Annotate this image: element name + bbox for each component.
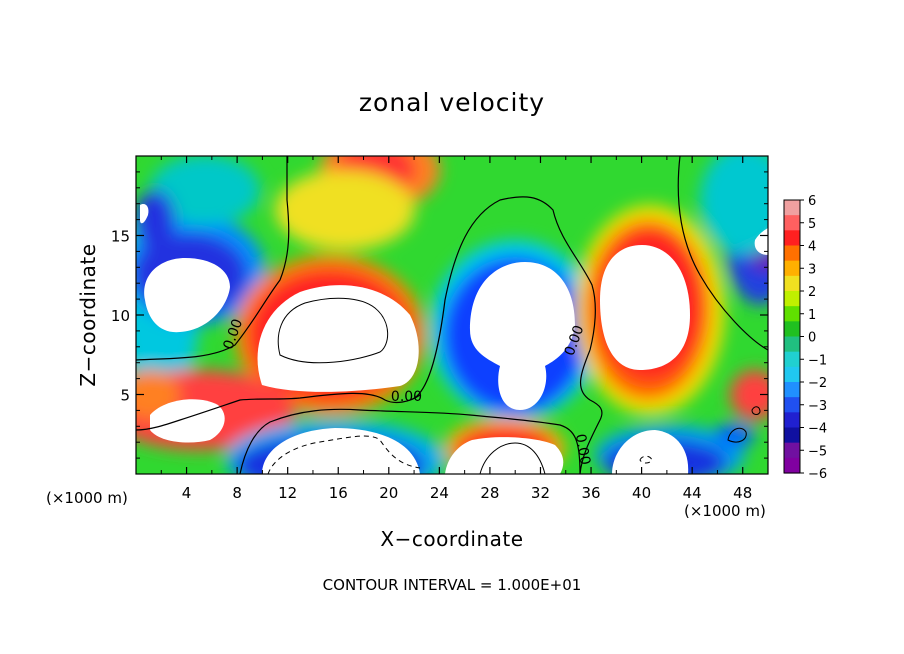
negative-contours bbox=[267, 435, 653, 474]
x-tick-label: 48 bbox=[733, 484, 752, 502]
colorbar-segment bbox=[784, 291, 800, 307]
contour-label: 0.00 bbox=[572, 433, 593, 466]
velocity-field bbox=[136, 156, 768, 474]
y-tick-label: 10 bbox=[111, 307, 130, 325]
colorbar-tick-label: −5 bbox=[808, 444, 827, 459]
colorbar-segment bbox=[784, 382, 800, 398]
colorbar-tick-label: −3 bbox=[808, 399, 827, 414]
contour-label: 0.00 bbox=[391, 389, 422, 405]
x-tick-label: 8 bbox=[232, 484, 242, 502]
colorbar-segment bbox=[784, 397, 800, 413]
colorbar-segment bbox=[784, 260, 800, 277]
x-tick-label: 44 bbox=[683, 484, 702, 502]
x-axis-ticks: 4 8 12 16 20 24 28 32 36 40 44 48 bbox=[160, 156, 752, 502]
x-tick-label: 12 bbox=[278, 484, 297, 502]
y-axis-ticks: 5 10 15 bbox=[111, 171, 768, 459]
y-axis-label: Z−coordinate bbox=[76, 243, 100, 387]
colorbar-tick-label: −1 bbox=[808, 353, 827, 368]
x-unit-right: (×1000 m) bbox=[684, 502, 766, 520]
colorbar-segment bbox=[784, 215, 800, 231]
colorbar-tick-label: 1 bbox=[808, 308, 816, 323]
colorbar-segment bbox=[784, 427, 800, 444]
colorbar-tick-label: −4 bbox=[808, 422, 827, 437]
colorbar-segment bbox=[784, 230, 800, 247]
colorbar-tick-label: −2 bbox=[808, 376, 827, 391]
colorbar-segment bbox=[784, 245, 800, 262]
colorbar-segment bbox=[784, 200, 800, 216]
x-tick-label: 16 bbox=[329, 484, 348, 502]
colorbar-segment bbox=[784, 321, 800, 338]
y-tick-label: 15 bbox=[111, 228, 130, 246]
colorbar-segment bbox=[784, 366, 800, 383]
colorbar-segment bbox=[784, 457, 800, 474]
colorbar-segment bbox=[784, 351, 800, 368]
colorbar-tick-label: 0 bbox=[808, 331, 816, 346]
x-tick-label: 24 bbox=[430, 484, 449, 502]
colorbar-segment bbox=[784, 336, 800, 353]
x-unit-left: (×1000 m) bbox=[46, 489, 128, 507]
x-tick-label: 40 bbox=[632, 484, 651, 502]
colorbar: 6 5 4 3 2 1 0 −1 −2 −3 −4 −5 −6 bbox=[783, 194, 827, 482]
colorbar-segment bbox=[784, 412, 800, 429]
x-axis-label: X−coordinate bbox=[380, 527, 524, 551]
colorbar-tick-label: 5 bbox=[808, 217, 816, 232]
chart-title: zonal velocity bbox=[358, 88, 546, 117]
x-tick-label: 4 bbox=[182, 484, 192, 502]
colorbar-tick-label: −6 bbox=[808, 467, 827, 482]
colorbar-segment bbox=[784, 442, 800, 459]
colorbar-segment bbox=[784, 275, 800, 292]
y-tick-label: 5 bbox=[120, 387, 130, 405]
colorbar-tick-label: 6 bbox=[808, 194, 816, 209]
zero-contours bbox=[136, 156, 768, 474]
colorbar-tick-label: 4 bbox=[808, 240, 816, 255]
colorbar-segment bbox=[784, 306, 800, 322]
x-tick-label: 20 bbox=[379, 484, 398, 502]
contour-interval-note: CONTOUR INTERVAL = 1.000E+01 bbox=[322, 576, 582, 594]
x-tick-label: 28 bbox=[480, 484, 499, 502]
x-tick-label: 36 bbox=[581, 484, 600, 502]
colorbar-tick-label: 3 bbox=[808, 262, 816, 277]
colorbar-tick-label: 2 bbox=[808, 285, 816, 300]
x-tick-label: 32 bbox=[531, 484, 550, 502]
